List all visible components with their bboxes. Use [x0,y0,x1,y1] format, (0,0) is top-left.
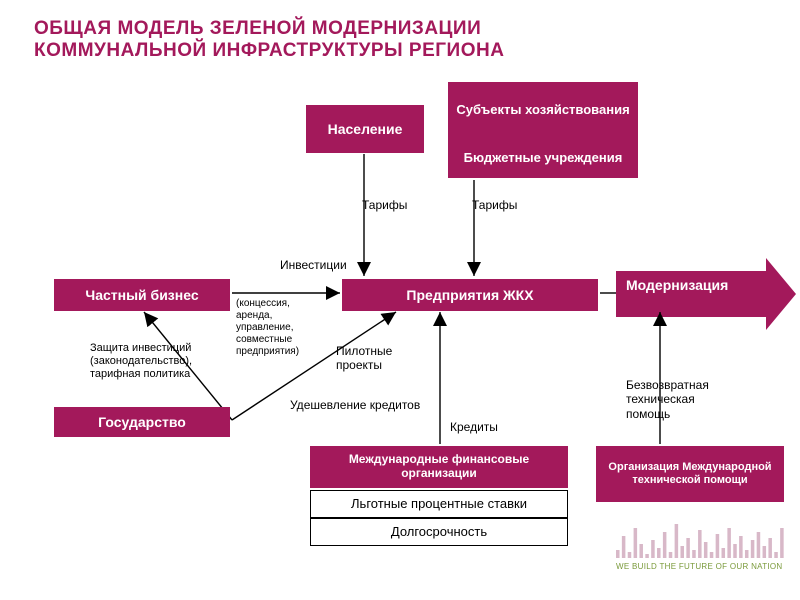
label-pilot: Пилотныепроекты [336,344,392,373]
footer-text: WE BUILD THE FUTURE OF OUR NATION [616,562,783,571]
title-line1: ОБЩАЯ МОДЕЛЬ ЗЕЛЕНОЙ МОДЕРНИЗАЦИИ [34,18,504,40]
diagram-canvas: { "colors": { "primary": "#a3195b", "tex… [0,0,800,600]
box-longterm: Долгосрочность [310,518,568,546]
label-cheap: Удешевление кредитов [290,398,420,412]
label-credits: Кредиты [450,420,498,434]
label-concess: (концессия,аренда,управление,совместныеп… [236,298,299,358]
box-jkh: Предприятия ЖКХ [342,279,598,311]
big-arrow-label: Модернизация [626,278,760,293]
label-invest: Инвестиции [280,258,347,272]
box-intlfin: Международные финансовые организации [310,446,568,488]
box-subjects: Субъекты хозяйствования [448,82,638,138]
box-intlhelp: Организация Международной технической по… [596,446,784,502]
title-line2: КОММУНАЛЬНОЙ ИНФРАСТРУКТУРЫ РЕГИОНА [34,40,504,62]
label-tarify1: Тарифы [362,198,407,212]
page-title: ОБЩАЯ МОДЕЛЬ ЗЕЛЕНОЙ МОДЕРНИЗАЦИИ КОММУН… [34,18,504,62]
label-protect: Защита инвестиций(законодательство),тари… [90,342,192,382]
box-state: Государство [54,407,230,437]
label-helpfree: Безвозвратнаятехническаяпомощь [626,378,709,421]
label-tarify2: Тарифы [472,198,517,212]
decorative-bars [616,520,786,558]
box-budget: Бюджетные учреждения [448,138,638,178]
box-private: Частный бизнес [54,279,230,311]
box-population: Население [306,105,424,153]
box-rates: Льготные процентные ставки [310,490,568,518]
